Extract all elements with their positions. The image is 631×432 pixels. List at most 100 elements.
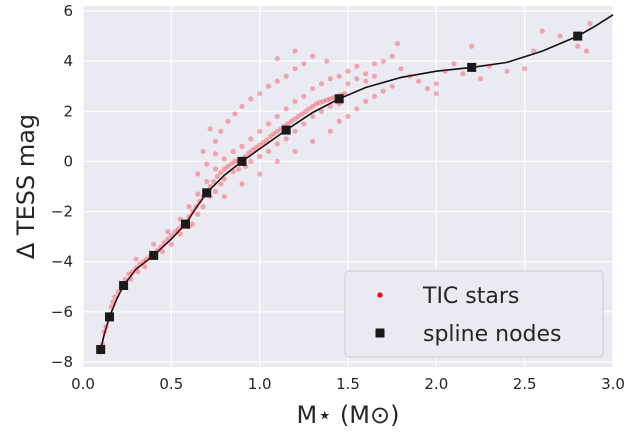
spline-node xyxy=(334,94,344,104)
star-point xyxy=(214,173,220,180)
x-tick-label: 2.0 xyxy=(424,375,448,393)
star-point xyxy=(248,96,254,102)
y-tick-label: −2 xyxy=(51,203,73,221)
star-point xyxy=(442,68,448,74)
star-point xyxy=(232,158,238,164)
star-point xyxy=(292,66,298,72)
star-point xyxy=(398,66,404,72)
star-point xyxy=(253,145,259,151)
star-point xyxy=(318,81,325,87)
star-point xyxy=(195,171,201,177)
spline-node xyxy=(467,62,477,72)
legend-label-tic-stars: TIC stars xyxy=(422,284,519,309)
star-point xyxy=(101,329,107,335)
star-point xyxy=(324,97,330,103)
star-point xyxy=(221,156,227,162)
star-point xyxy=(354,76,360,82)
star-point xyxy=(135,269,141,275)
star-point xyxy=(175,226,181,232)
star-point xyxy=(380,58,386,64)
spline-node xyxy=(202,188,212,198)
star-point xyxy=(207,126,213,132)
star-point xyxy=(200,148,206,154)
star-point xyxy=(212,188,219,195)
star-point xyxy=(158,244,164,250)
spline-node xyxy=(96,345,106,354)
star-point xyxy=(239,103,245,109)
star-point xyxy=(274,128,280,134)
y-tick-label: 4 xyxy=(63,52,73,70)
star-point xyxy=(301,121,307,127)
star-point xyxy=(197,198,203,205)
star-point xyxy=(288,118,295,124)
star-point xyxy=(239,143,245,149)
star-point xyxy=(539,28,545,34)
star-point xyxy=(142,264,148,270)
star-point xyxy=(228,161,234,167)
star-point xyxy=(257,128,263,134)
star-point xyxy=(292,148,298,154)
star-point xyxy=(193,204,199,210)
star-point xyxy=(221,166,227,172)
star-point xyxy=(295,113,302,119)
star-point xyxy=(371,61,378,67)
star-point xyxy=(310,113,316,119)
star-point xyxy=(246,150,252,156)
star-point xyxy=(232,111,238,117)
star-point xyxy=(151,241,157,247)
star-point xyxy=(257,153,263,159)
star-point xyxy=(292,98,298,104)
star-point xyxy=(126,271,132,277)
star-point xyxy=(363,98,369,104)
star-point xyxy=(239,181,245,187)
star-point xyxy=(424,86,431,92)
star-point xyxy=(248,136,254,142)
star-point xyxy=(115,289,121,295)
star-point xyxy=(318,108,325,114)
x-axis-label: M⋆ (M⊙) xyxy=(297,401,400,429)
star-point xyxy=(200,204,206,210)
star-point xyxy=(248,158,254,164)
star-point xyxy=(225,118,231,124)
star-point xyxy=(128,276,134,282)
spline-node xyxy=(105,312,114,322)
star-point xyxy=(159,249,166,255)
star-point xyxy=(257,142,263,148)
y-tick-label: 2 xyxy=(63,102,73,120)
spline-nodes-layer xyxy=(96,31,583,354)
legend-marker-tic-stars xyxy=(377,292,383,298)
star-point xyxy=(260,140,266,146)
star-point xyxy=(504,68,510,74)
y-tick-label: 0 xyxy=(63,152,73,170)
star-point xyxy=(283,136,289,142)
y-tick-label: −8 xyxy=(51,353,73,371)
star-point xyxy=(250,147,256,153)
star-point xyxy=(144,256,150,262)
star-point xyxy=(389,83,395,89)
y-tick-label: 6 xyxy=(63,2,73,20)
star-point xyxy=(587,20,593,27)
x-tick-label: 0.5 xyxy=(159,375,183,393)
star-point xyxy=(168,241,174,247)
star-point xyxy=(161,240,167,246)
star-point xyxy=(165,229,171,235)
star-point xyxy=(301,61,307,67)
star-point xyxy=(299,111,305,117)
grid xyxy=(82,6,614,367)
y-axis-label: Δ TESS mag xyxy=(12,114,40,259)
star-point xyxy=(230,148,236,154)
star-point xyxy=(292,116,298,122)
spline-node xyxy=(181,219,190,229)
y-tick-label: −4 xyxy=(51,253,73,271)
star-point xyxy=(186,214,192,220)
star-point xyxy=(225,163,231,169)
star-point xyxy=(394,41,401,47)
star-point xyxy=(389,53,395,59)
legend: TIC stars spline nodes xyxy=(344,270,604,358)
star-point xyxy=(477,76,484,82)
star-point xyxy=(283,106,289,112)
star-point xyxy=(212,151,219,157)
x-tick-label: 3.0 xyxy=(601,375,625,393)
star-point xyxy=(416,78,422,84)
star-point xyxy=(407,73,413,79)
